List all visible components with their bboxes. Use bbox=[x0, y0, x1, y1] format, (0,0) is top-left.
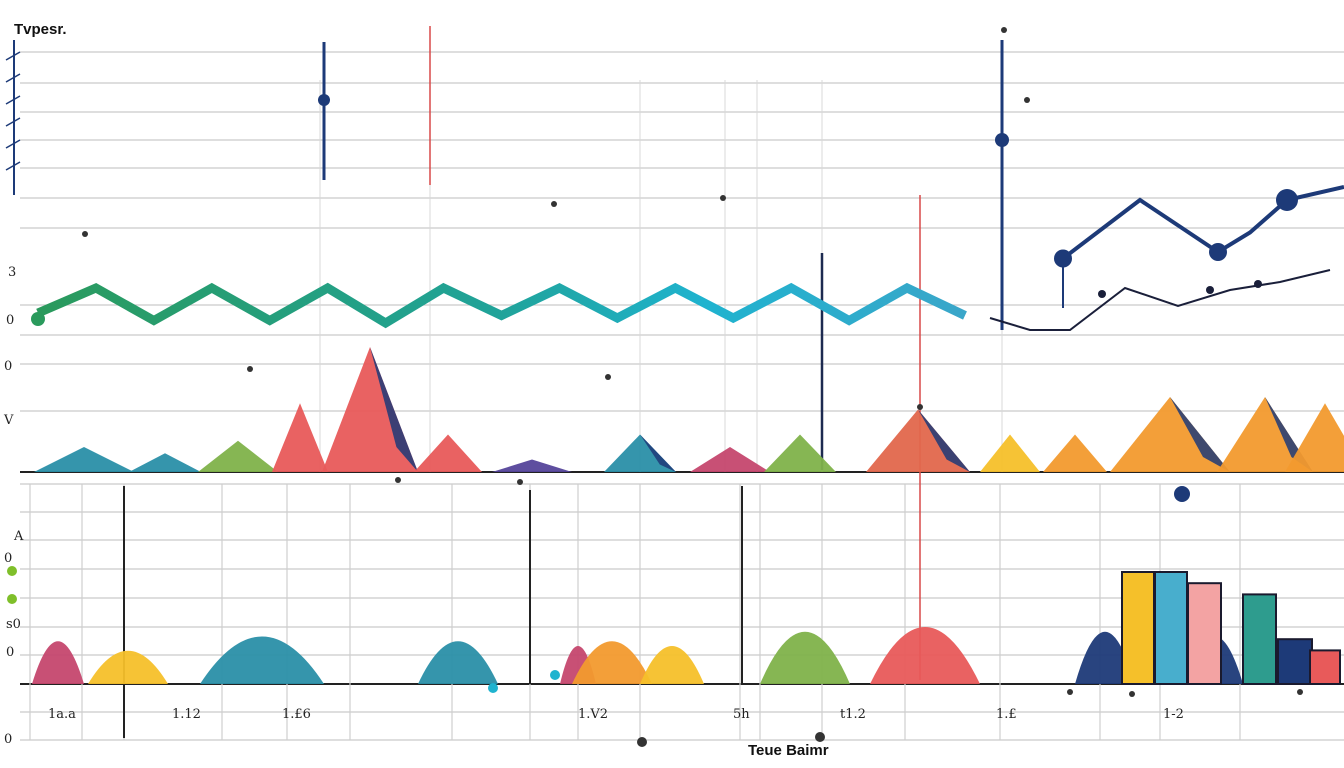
scatter-dot bbox=[720, 195, 726, 201]
trail-series-point bbox=[1254, 280, 1262, 288]
chart-title: Tvpesr. bbox=[14, 21, 67, 38]
scatter-dot bbox=[1297, 689, 1303, 695]
accent-marker bbox=[995, 133, 1009, 147]
y-tick-label: 0 bbox=[4, 359, 12, 374]
trail-series-point bbox=[1098, 290, 1106, 298]
y-tick-label: 0 bbox=[6, 645, 14, 660]
zigzag-series-line bbox=[36, 282, 967, 329]
scatter-dot bbox=[637, 737, 647, 747]
lower-peak bbox=[418, 641, 498, 684]
x-tick-label: 1.V2 bbox=[578, 707, 608, 722]
legend-dot bbox=[7, 566, 17, 576]
scatter-dot bbox=[551, 201, 557, 207]
upper-peak bbox=[492, 459, 572, 472]
navy-series-point bbox=[1209, 243, 1227, 261]
lower-peak bbox=[572, 641, 652, 684]
navy-series-point bbox=[1276, 189, 1298, 211]
upper-peak-shade bbox=[640, 434, 676, 472]
upper-peak bbox=[414, 434, 482, 472]
x-tick-label: 1.£6 bbox=[282, 707, 311, 722]
scatter-dot bbox=[917, 404, 923, 410]
x-tick-label: 1.12 bbox=[172, 707, 201, 722]
y-tick-label: 0 bbox=[6, 313, 14, 328]
lower-peak bbox=[640, 646, 704, 684]
upper-peak bbox=[198, 440, 278, 472]
y-tick-label: s0 bbox=[6, 617, 21, 632]
x-tick-label: 5h bbox=[733, 707, 750, 722]
bar-mark bbox=[1277, 638, 1313, 686]
scatter-dot bbox=[815, 732, 825, 742]
upper-peak-shade bbox=[918, 409, 970, 472]
upper-peak bbox=[690, 447, 770, 472]
bar-mark bbox=[1154, 571, 1188, 685]
upper-peak bbox=[604, 434, 676, 472]
trail-series-point bbox=[1206, 286, 1214, 294]
bar-mark bbox=[1242, 593, 1277, 686]
series-layer bbox=[7, 26, 1344, 747]
legend-dot bbox=[7, 594, 17, 604]
upper-peak bbox=[866, 409, 970, 472]
x-tick-label: 1a.a bbox=[48, 707, 76, 722]
accent-marker bbox=[1174, 486, 1190, 502]
scatter-dot bbox=[1001, 27, 1007, 33]
labels-layer: Tvpesr. Teue Baimr 1a.a 1.12 1.£6 1.V2 5h t1.… bbox=[3, 21, 1184, 759]
accent-marker bbox=[318, 94, 330, 106]
bar-mark bbox=[1121, 571, 1155, 685]
scatter-dot bbox=[82, 231, 88, 237]
upper-peak bbox=[129, 453, 201, 472]
scatter-dot bbox=[550, 670, 560, 680]
upper-peak bbox=[1110, 397, 1230, 472]
y-tick-label: V bbox=[3, 413, 14, 428]
x-axis-label: Teue Baimr bbox=[748, 742, 829, 759]
lower-peak bbox=[1075, 631, 1135, 684]
lower-peak bbox=[870, 627, 980, 684]
upper-peak-shade bbox=[370, 347, 418, 472]
y-tick-label: 0 bbox=[4, 551, 12, 566]
scatter-dot bbox=[1067, 689, 1073, 695]
lower-peak bbox=[200, 636, 324, 684]
scatter-dot bbox=[488, 683, 498, 693]
zigzag-start-point bbox=[31, 312, 45, 326]
upper-peak bbox=[980, 434, 1040, 472]
trail-series-line bbox=[989, 269, 1331, 331]
upper-peak bbox=[764, 434, 836, 472]
y-tick-label: 0 bbox=[4, 732, 12, 747]
lower-peak bbox=[88, 650, 168, 684]
upper-peak bbox=[1217, 397, 1313, 472]
x-tick-label: 1.£ bbox=[996, 707, 1017, 722]
bar-mark bbox=[1187, 582, 1222, 686]
lower-peak bbox=[760, 631, 850, 684]
x-tick-label: t1.2 bbox=[840, 707, 866, 722]
x-tick-label: 1-2 bbox=[1163, 707, 1184, 722]
lower-peak bbox=[32, 641, 84, 684]
upper-peak bbox=[1285, 403, 1344, 472]
scatter-dot bbox=[247, 366, 253, 372]
upper-peak bbox=[322, 347, 418, 472]
scatter-dot bbox=[605, 374, 611, 380]
y-tick-label: A bbox=[13, 529, 24, 544]
scatter-dot bbox=[395, 477, 401, 483]
upper-peak-shade bbox=[1170, 397, 1230, 472]
bar-mark bbox=[1309, 649, 1341, 686]
y-tick-label: 3 bbox=[8, 265, 16, 280]
upper-peak bbox=[1043, 434, 1107, 472]
scatter-dot bbox=[1024, 97, 1030, 103]
scatter-dot bbox=[517, 479, 523, 485]
scatter-dot bbox=[1129, 691, 1135, 697]
upper-peak bbox=[272, 403, 328, 472]
upper-peak bbox=[34, 447, 134, 472]
